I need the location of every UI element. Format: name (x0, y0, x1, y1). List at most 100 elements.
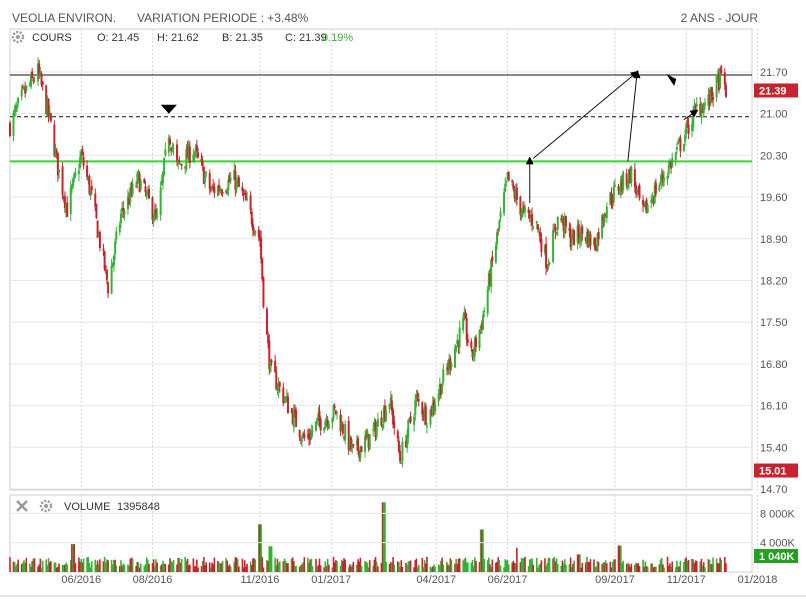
candle (355, 440, 358, 445)
volume-bar (278, 561, 281, 572)
candle (390, 400, 393, 411)
candle (635, 185, 638, 195)
candle (472, 353, 475, 358)
volume-bar (642, 559, 644, 572)
candle (578, 240, 581, 242)
volume-bar (694, 560, 697, 572)
price-panel-frame (9, 28, 753, 491)
volume-bar (447, 564, 449, 572)
volume-bar (429, 566, 432, 572)
volume-bar (294, 566, 296, 572)
volume-bar (577, 554, 580, 572)
period-range[interactable]: 2 ANS - JOUR (680, 11, 758, 25)
volume-bar (699, 561, 702, 572)
last-price-badge-bg (754, 83, 798, 98)
candle (114, 241, 117, 254)
volume-bar (96, 560, 99, 572)
candle (21, 86, 24, 88)
volume-bar (106, 559, 108, 572)
volume-bar (350, 566, 352, 572)
volume-bar (293, 561, 295, 572)
candle (430, 406, 433, 415)
candle (197, 152, 200, 157)
candle (646, 204, 649, 213)
candle (504, 183, 507, 192)
volume-bar (614, 559, 616, 572)
volume-bar (221, 560, 224, 572)
candle (111, 262, 114, 268)
candle (306, 435, 309, 437)
volume-bar (627, 563, 629, 572)
candle (24, 88, 27, 94)
candle (340, 421, 343, 431)
candle (54, 148, 57, 156)
candle (261, 258, 264, 280)
volume-bar (382, 502, 385, 572)
volume-bar (479, 529, 482, 572)
volume-gear-icon[interactable] (39, 499, 53, 513)
volume-bar (716, 563, 719, 572)
volume-bar (610, 567, 613, 572)
candle (267, 335, 270, 343)
candle (463, 311, 466, 320)
x-tick-label: 06/2016 (61, 574, 101, 586)
candle (146, 190, 149, 192)
candle (400, 463, 403, 465)
candle (244, 192, 247, 201)
volume-bar (104, 562, 107, 572)
candle (505, 180, 508, 182)
candle (25, 85, 28, 91)
volume-bar (380, 563, 383, 572)
y-tick-label: 16.10 (760, 401, 788, 413)
volume-bar (266, 560, 268, 572)
volume-bar (718, 563, 720, 572)
gear-icon[interactable] (11, 30, 25, 44)
close-icon[interactable] (16, 500, 28, 512)
candle (478, 330, 481, 349)
volume-bar (462, 560, 464, 572)
candle (691, 124, 694, 131)
volume-bar (332, 556, 335, 572)
y-tick-label: 19.60 (760, 192, 788, 204)
candle (228, 177, 231, 182)
candle (373, 421, 376, 428)
candle (625, 173, 628, 186)
volume-bar (634, 564, 636, 572)
candle (621, 181, 624, 189)
volume-bar (384, 502, 386, 572)
candle (9, 122, 11, 137)
volume-bar (544, 558, 546, 572)
candle (666, 175, 669, 180)
volume-bar (490, 567, 492, 572)
candle (610, 193, 613, 204)
volume-bar (151, 562, 154, 572)
close-stroke-2 (16, 500, 28, 512)
candle (613, 184, 616, 187)
candle (333, 406, 336, 409)
volume-bar (457, 558, 460, 572)
candle (70, 185, 73, 189)
volume-bar (138, 567, 141, 572)
candle (663, 177, 666, 181)
volume-bar (679, 560, 682, 572)
volume-bar (72, 544, 74, 572)
candle (404, 441, 407, 447)
candle (407, 420, 410, 439)
candle (46, 99, 49, 117)
volume-bar (365, 561, 368, 572)
volume-bar (535, 557, 538, 572)
volume-bar (611, 561, 614, 572)
candle (341, 424, 344, 434)
candle (603, 217, 606, 223)
volume-bar (601, 563, 603, 572)
candle (136, 173, 139, 184)
candle (628, 169, 631, 184)
volume-bar (628, 564, 630, 572)
volume-bar (373, 559, 376, 572)
candle (491, 256, 494, 261)
legend-close: C: 21.39 (285, 32, 327, 44)
y-tick-label: 21.70 (760, 67, 788, 79)
candle (547, 264, 550, 267)
candle (45, 85, 48, 115)
candle (73, 174, 76, 179)
